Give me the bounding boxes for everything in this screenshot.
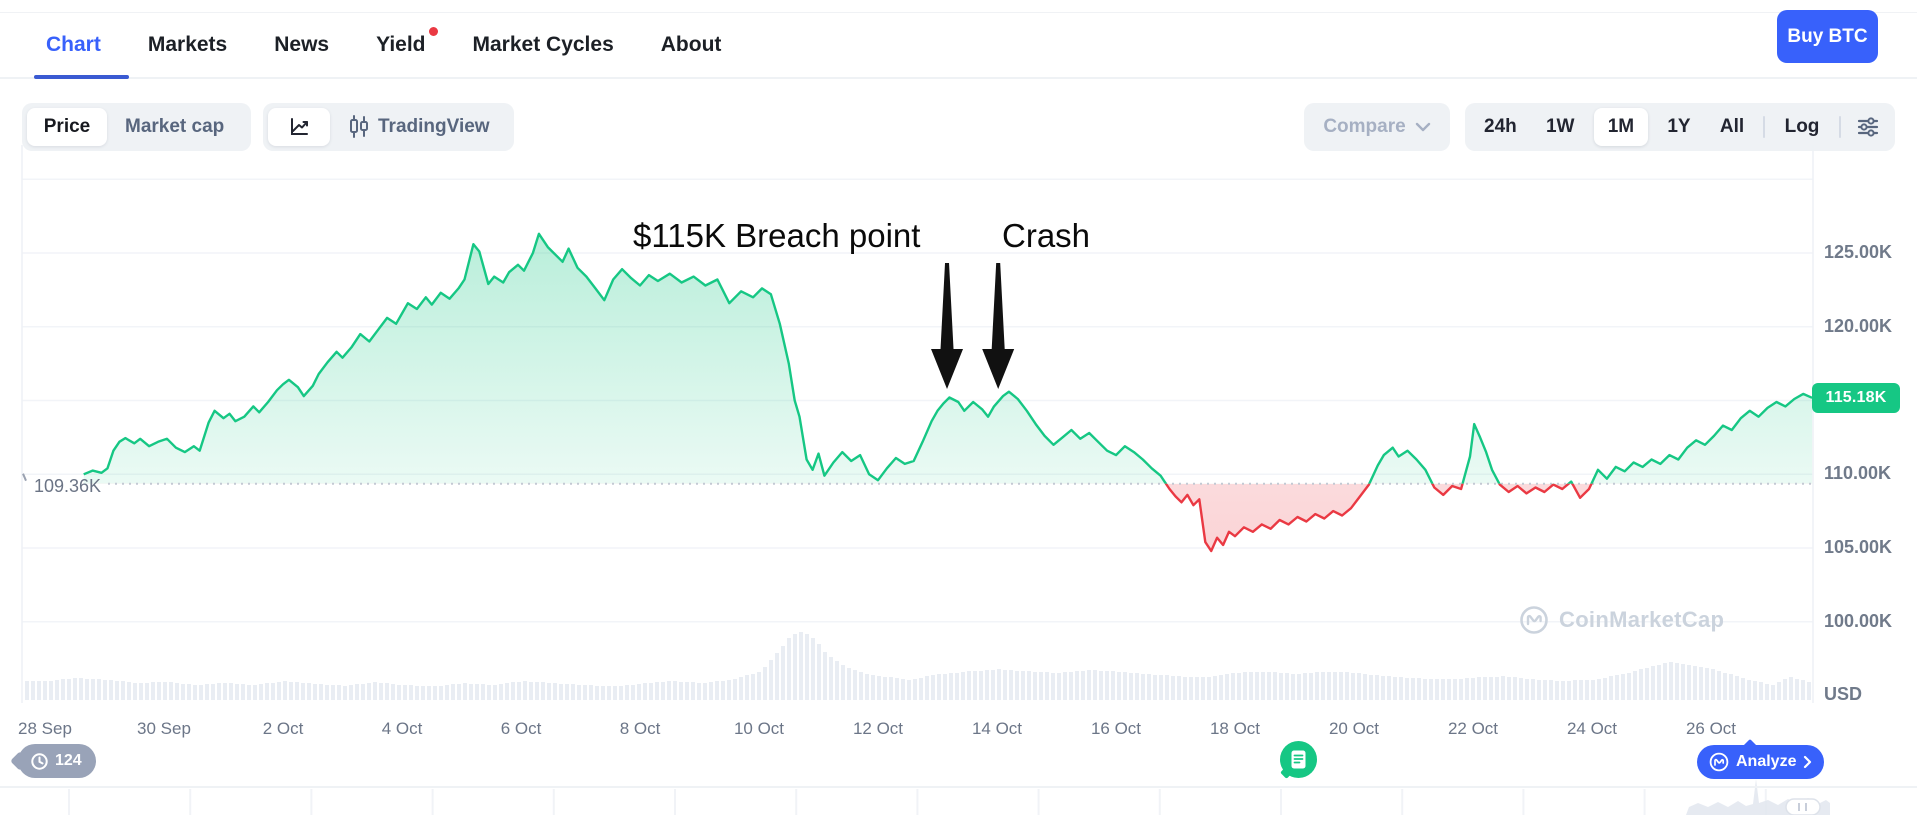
top-divider (0, 12, 1917, 13)
line-chart-type-button[interactable] (268, 108, 330, 146)
watermark-label: CoinMarketCap (1559, 607, 1725, 632)
history-clock-icon (30, 752, 49, 771)
x-axis-label: 4 Oct (381, 719, 423, 738)
history-count: 124 (55, 752, 82, 769)
coinmarketcap-logo-icon (1519, 605, 1549, 635)
x-axis-label: 12 Oct (852, 719, 904, 738)
price-area-negative (83, 483, 1813, 551)
x-axis-label: 26 Oct (1685, 719, 1737, 738)
y-axis-label: 105.00K (1824, 537, 1893, 557)
coinmarketcap-watermark: CoinMarketCap (1519, 605, 1724, 635)
compare-label: Compare (1323, 116, 1406, 137)
yield-notification-dot (428, 27, 438, 36)
metric-marketcap-button[interactable]: Market cap (125, 116, 225, 137)
range-all-button[interactable]: All (1719, 116, 1745, 137)
tab-markets[interactable]: Markets (147, 33, 228, 56)
tab-yield[interactable]: Yield (376, 13, 438, 77)
metric-price-button[interactable]: Price (27, 108, 107, 146)
range-1w-button[interactable]: 1W (1545, 116, 1575, 137)
tradingview-label: TradingView (378, 116, 490, 137)
tab-about[interactable]: About (660, 33, 722, 56)
buy-btc-button[interactable]: Buy BTC (1777, 10, 1878, 63)
log-scale-button[interactable]: Log (1784, 116, 1820, 137)
annotation-crash: Crash (1002, 217, 1091, 254)
toolbar-divider (1838, 116, 1841, 138)
chart-type-toggle: TradingView (263, 103, 514, 151)
range-toggle: 24h 1W 1M 1Y All Log (1465, 103, 1895, 151)
cmc-logo-icon (1709, 752, 1729, 772)
annotation-arrow-icon (982, 263, 1015, 389)
tab-chart[interactable]: Chart (34, 13, 129, 79)
x-axis-label: 16 Oct (1090, 719, 1142, 738)
analyze-button[interactable]: Analyze (1697, 745, 1825, 779)
navigator-handle-grip (1798, 803, 1807, 811)
sliders-icon (1856, 115, 1880, 139)
annotation-arrow-icon (931, 263, 964, 389)
tab-list: Chart Markets News Yield Market Cycles A… (0, 13, 722, 79)
x-axis-label: 28 Sep (18, 719, 72, 738)
y-axis-label: 120.00K (1824, 315, 1893, 336)
chevron-right-icon (1803, 755, 1812, 769)
analyze-label: Analyze (1736, 753, 1797, 770)
x-axis-label: 20 Oct (1328, 719, 1380, 738)
metric-toggle: Price Market cap (22, 103, 251, 151)
section-divider (0, 786, 1917, 788)
tab-bar: Chart Markets News Yield Market Cycles A… (0, 13, 1917, 79)
chart-toolbar: Price Market cap TradingView Compare (0, 103, 1917, 151)
x-axis-label: 22 Oct (1447, 719, 1499, 738)
compare-dropdown[interactable]: Compare (1304, 103, 1450, 151)
x-axis-label: 10 Oct (733, 719, 785, 738)
document-icon (1291, 750, 1306, 769)
chart-settings-button[interactable] (1850, 108, 1886, 146)
last-price-badge: 115.18K (1812, 383, 1900, 413)
x-axis-label: 30 Sep (137, 719, 191, 738)
range-1m-button[interactable]: 1M (1593, 108, 1649, 146)
tab-yield-label: Yield (376, 33, 426, 56)
baseline-tick (22, 473, 27, 482)
volume-bars (25, 632, 1811, 700)
tab-news[interactable]: News (274, 33, 330, 56)
baseline-price-label: 109.36K (34, 476, 102, 496)
line-chart-icon (288, 116, 310, 138)
candlestick-icon (348, 115, 370, 139)
y-axis-label: 110.00K (1824, 463, 1892, 484)
x-axis-label: 8 Oct (619, 719, 661, 738)
toolbar-divider (1763, 116, 1766, 138)
history-count-badge[interactable]: 124 (18, 744, 96, 778)
price-line-positive (83, 232, 1813, 484)
navigator-handle[interactable] (1785, 798, 1821, 815)
x-axis-label: 14 Oct (971, 719, 1023, 738)
x-axis-label: 18 Oct (1209, 719, 1261, 738)
range-1y-button[interactable]: 1Y (1667, 116, 1691, 137)
mini-chart-preview (1686, 779, 1830, 815)
x-axis-label: 2 Oct (262, 719, 304, 738)
range-24h-button[interactable]: 24h (1484, 116, 1517, 137)
currency-label: USD (1824, 684, 1863, 704)
next-section-grid (68, 789, 1767, 815)
tradingview-button[interactable]: TradingView (330, 108, 508, 146)
price-line-negative (1164, 483, 1593, 553)
price-area-positive (83, 233, 1813, 484)
y-axis-label: 125.00K (1824, 242, 1893, 262)
chevron-down-icon (1415, 122, 1431, 132)
news-event-marker-button[interactable] (1280, 741, 1317, 778)
x-axis-label: 6 Oct (500, 719, 542, 738)
x-axis-label: 24 Oct (1566, 719, 1618, 738)
y-axis-label: 100.00K (1824, 610, 1893, 631)
tab-market-cycles[interactable]: Market Cycles (472, 33, 614, 56)
annotation-breach-point: $115K Breach point (633, 217, 921, 254)
